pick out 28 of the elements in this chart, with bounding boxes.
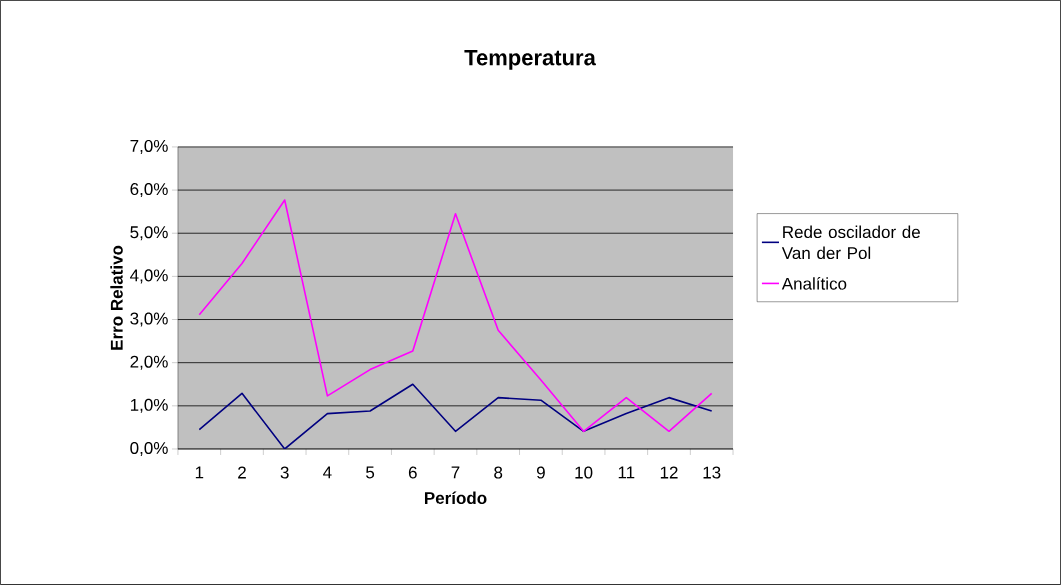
line-series [198,199,713,433]
y-tick-label: 2,0% [130,355,168,370]
legend-label: Rede oscilador de Van der Pol [781,225,920,260]
x-tick-label: 10 [575,466,593,479]
x-tick-label: 1 [195,466,204,479]
y-tick-label: 1,0% [130,398,168,413]
x-tick-label: 11 [618,466,635,479]
x-tick-label: 13 [703,466,721,479]
y-tick-label: 0,0% [130,442,168,457]
x-tick-label: 5 [366,466,375,479]
x-tick-label: 2 [238,466,246,479]
x-tick-label: 12 [660,466,678,479]
x-tick-label: 8 [494,466,503,479]
x-tick-label: 3 [280,466,289,479]
y-tick-label: 3,0% [130,312,168,327]
x-axis-title: Período [424,491,487,505]
line-series [198,383,713,450]
y-tick-label: 7,0% [130,139,168,154]
x-tick-label: 6 [408,466,417,479]
x-tick-label: 7 [451,466,460,479]
legend-label: Analítico [781,277,847,290]
chart-title: Temperatura [464,50,596,70]
y-axis-title: Erro Relativo [110,245,123,350]
x-tick-label: 4 [323,466,332,479]
y-tick-label: 6,0% [130,183,168,198]
x-tick-label: 9 [536,466,545,479]
y-tick-label: 5,0% [130,226,168,241]
y-tick-label: 4,0% [130,269,168,284]
